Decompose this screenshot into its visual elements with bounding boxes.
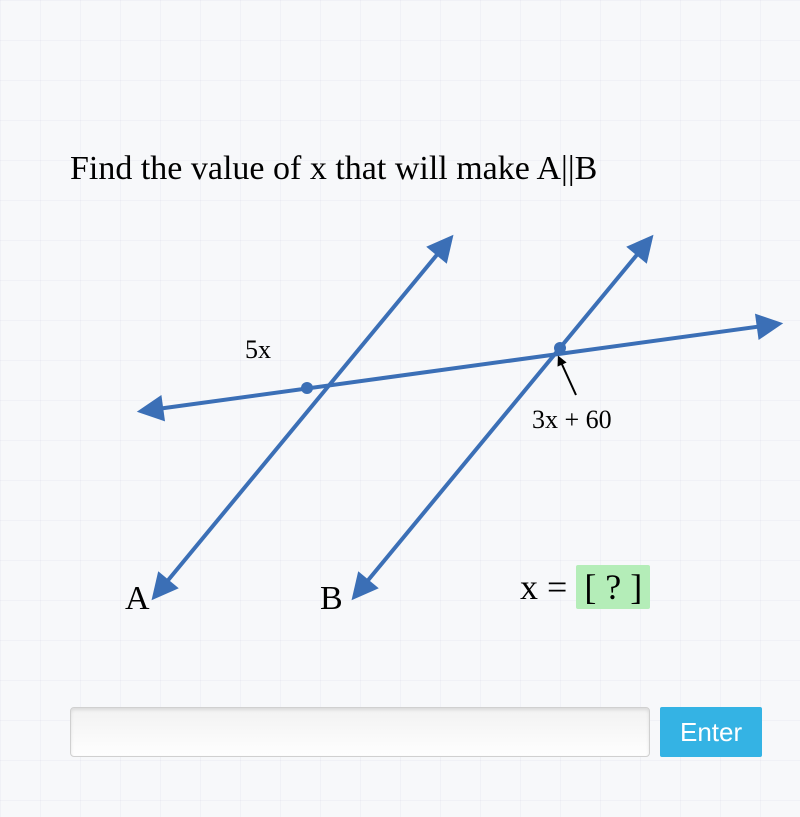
answer-prompt: x = [ ? ] (520, 566, 650, 608)
angle-label-2: 3x + 60 (532, 405, 612, 435)
geometry-diagram (0, 230, 800, 660)
enter-button[interactable]: Enter (660, 707, 762, 757)
line-label-a: A (125, 580, 150, 618)
intersection-a (301, 382, 313, 394)
angle-label-1: 5x (245, 335, 271, 365)
angle-pointer (560, 360, 576, 395)
answer-input[interactable] (70, 707, 650, 757)
question-text: Find the value of x that will make A||B (70, 150, 597, 188)
input-row: Enter (70, 707, 762, 757)
transversal-line (150, 325, 770, 410)
answer-box: [ ? ] (576, 565, 650, 609)
answer-prefix: x = (520, 567, 576, 607)
intersection-b (554, 342, 566, 354)
line-label-b: B (320, 580, 343, 618)
